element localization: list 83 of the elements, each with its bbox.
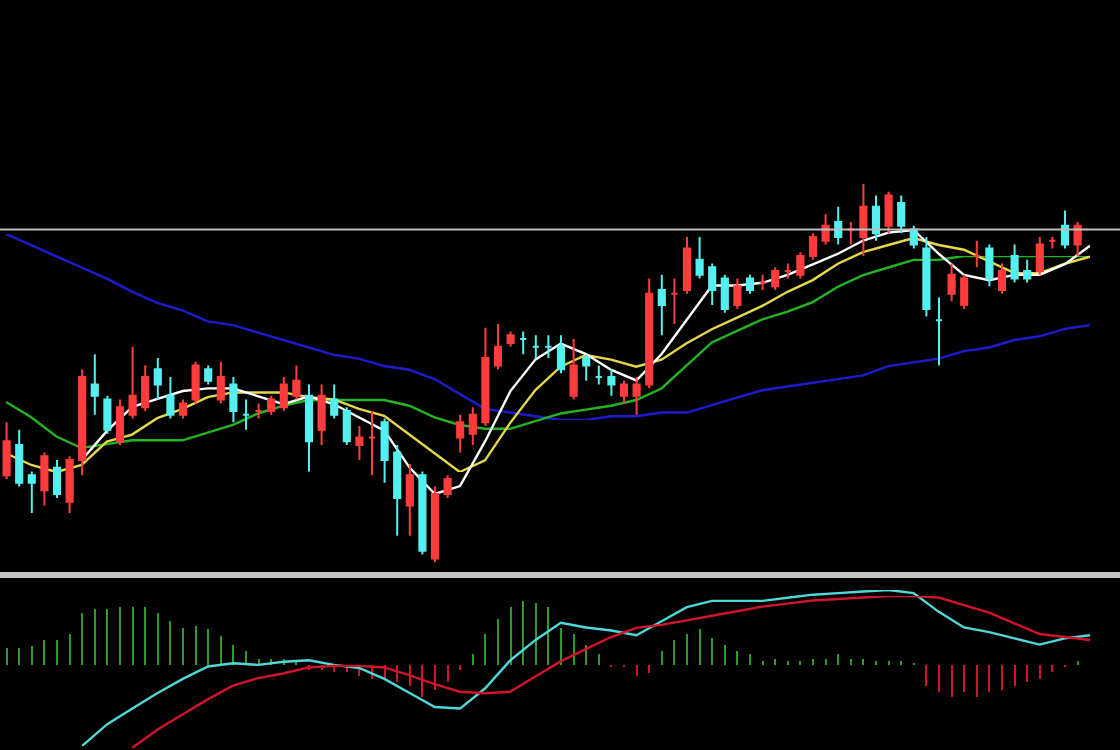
candlestick xyxy=(884,190,893,235)
candlestick xyxy=(456,413,465,454)
candlestick xyxy=(27,470,36,515)
candlestick xyxy=(897,194,906,235)
candlestick xyxy=(808,232,818,261)
candlestick xyxy=(40,451,49,507)
candlestick xyxy=(985,243,994,288)
candlestick xyxy=(632,375,641,416)
candlestick xyxy=(65,455,74,515)
candlestick xyxy=(1073,220,1082,257)
candlestick xyxy=(708,262,717,307)
candlestick xyxy=(619,379,629,405)
candlestick xyxy=(934,296,944,367)
candlestick xyxy=(1060,209,1070,250)
candlestick xyxy=(758,273,767,291)
candlestick xyxy=(166,375,175,420)
candlestick xyxy=(682,236,692,295)
candlestick xyxy=(796,251,805,280)
candlestick xyxy=(695,236,704,280)
candlestick xyxy=(90,353,99,416)
candlestick xyxy=(909,224,918,250)
candlestick xyxy=(292,364,301,401)
candlestick xyxy=(103,394,112,435)
candlestick xyxy=(733,277,742,310)
candlestick xyxy=(493,323,503,371)
candlestick xyxy=(330,383,339,420)
candlestick xyxy=(720,273,729,314)
candlestick xyxy=(582,353,591,382)
candlestick xyxy=(2,421,11,480)
candlestick xyxy=(569,338,578,401)
candlestick xyxy=(317,383,326,446)
candlestick xyxy=(871,194,881,242)
candlestick xyxy=(52,459,62,499)
candlestick xyxy=(267,394,276,416)
candlestick xyxy=(468,406,477,446)
candlestick xyxy=(594,364,603,386)
candlestick xyxy=(418,470,427,556)
candlestick xyxy=(204,364,213,386)
candlestick xyxy=(78,368,87,477)
candlestick xyxy=(15,428,24,488)
candlestick xyxy=(393,443,402,537)
candlestick xyxy=(657,273,666,337)
candlestick xyxy=(443,474,452,499)
candlestick xyxy=(519,330,528,356)
candlestick xyxy=(859,183,868,257)
candlestick xyxy=(771,266,780,291)
candlestick xyxy=(960,273,969,310)
candlestick xyxy=(670,277,679,325)
candlestick xyxy=(367,409,377,477)
candlestick xyxy=(607,368,616,397)
candlestick xyxy=(430,485,440,564)
candlestick xyxy=(304,383,314,473)
candlestick xyxy=(141,364,150,412)
candlestick xyxy=(191,360,200,405)
candlestick xyxy=(745,273,755,295)
candlestick xyxy=(645,277,654,390)
candlestick xyxy=(972,239,981,269)
candlestick xyxy=(342,406,351,446)
candlestick xyxy=(279,375,288,412)
candlestick xyxy=(783,262,792,280)
candlestick xyxy=(229,375,238,424)
candlestick xyxy=(997,262,1007,295)
candlestick xyxy=(544,334,553,360)
candlestick xyxy=(1035,236,1044,276)
candlestick xyxy=(254,402,263,420)
candlestick xyxy=(922,236,931,318)
candlestick xyxy=(556,334,566,375)
candlestick xyxy=(241,398,251,431)
candlestick xyxy=(153,357,162,401)
candlestick xyxy=(1048,236,1057,250)
candlestick xyxy=(1010,243,1019,284)
candlestick xyxy=(481,326,490,428)
candlestick xyxy=(355,425,364,462)
candlestick xyxy=(178,398,188,420)
candlestick xyxy=(947,262,956,303)
candlestick xyxy=(128,345,137,420)
candlestick xyxy=(1023,258,1032,284)
candlestick xyxy=(506,330,515,348)
candlestick xyxy=(380,417,389,484)
candlestick xyxy=(405,462,414,537)
candlestick xyxy=(531,334,540,360)
candlestick xyxy=(115,398,125,446)
candlestick xyxy=(216,360,225,405)
